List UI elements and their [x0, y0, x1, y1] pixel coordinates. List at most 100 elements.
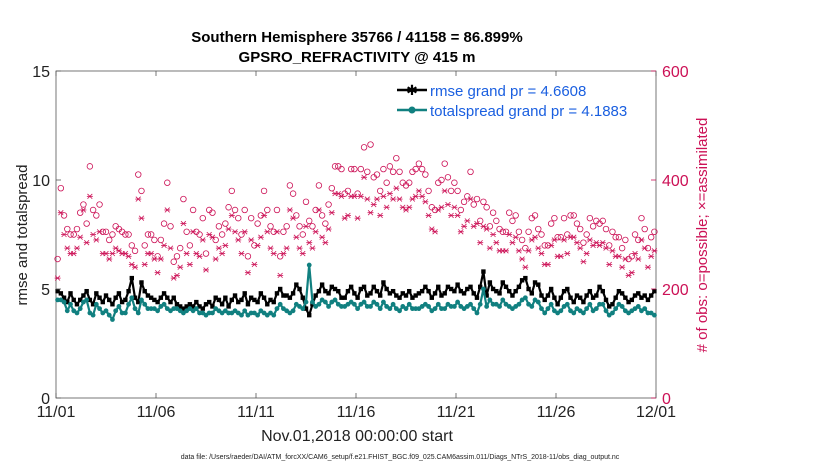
- obs-possible-point: [631, 231, 639, 238]
- obs-possible-point: [212, 236, 219, 244]
- obs-assimilated-point: [186, 261, 193, 268]
- obs-assimilated-point: [238, 250, 245, 257]
- y-axis-right: 0 200 400 600: [651, 64, 689, 408]
- spread-point: [587, 301, 593, 307]
- obs-possible-point: [460, 198, 468, 205]
- obs-assimilated-point: [573, 239, 580, 246]
- obs-possible-point: [228, 187, 236, 195]
- spread-point: [310, 299, 315, 305]
- obs-assimilated-point: [525, 248, 532, 254]
- obs-assimilated-point: [177, 264, 184, 270]
- obs-count-layer: [54, 141, 658, 281]
- obs-assimilated-point: [377, 212, 384, 219]
- rmse-point: [623, 295, 628, 300]
- spread-point: [61, 299, 67, 305]
- x-tick-label: 11/21: [437, 404, 476, 421]
- rmse-point: [632, 293, 638, 298]
- obs-assimilated-point: [135, 196, 142, 202]
- spread-point: [93, 301, 99, 307]
- rmse-point: [616, 288, 622, 294]
- obs-possible-point: [328, 184, 336, 192]
- chart-title: Southern Hemisphere 35766 / 41158 = 86.8…: [191, 29, 522, 46]
- rmse-point: [481, 269, 486, 274]
- spread-point: [361, 299, 367, 305]
- y-axis-right-label: # of obs: o=possible; ×=assimilated: [694, 118, 711, 353]
- obs-possible-point: [422, 171, 429, 178]
- obs-possible-point: [599, 217, 606, 225]
- spread-point: [84, 297, 90, 303]
- rmse-point: [77, 297, 83, 303]
- obs-possible-point: [167, 223, 174, 230]
- obs-assimilated-point: [86, 193, 93, 200]
- rmse-point: [223, 295, 228, 300]
- spread-point: [306, 262, 312, 268]
- obs-possible-point: [260, 187, 268, 195]
- spread-point: [300, 306, 306, 312]
- legend-rmse-label: rmse grand pr = 4.6608: [430, 83, 586, 100]
- rmse-point: [326, 291, 331, 296]
- rmse-point: [161, 291, 167, 296]
- spread-point: [242, 308, 248, 314]
- rmse-point: [529, 291, 535, 296]
- obs-possible-point: [441, 160, 448, 167]
- obs-possible-point: [322, 220, 329, 227]
- obs-possible-point: [354, 190, 361, 197]
- obs-possible-point: [557, 234, 565, 241]
- spread-point: [451, 304, 457, 309]
- spread-point: [139, 297, 144, 303]
- obs-assimilated-point: [561, 237, 568, 243]
- obs-assimilated-point: [64, 245, 71, 251]
- obs-possible-point: [160, 220, 168, 227]
- rmse-point: [187, 302, 193, 307]
- spread-point: [116, 304, 122, 309]
- obs-assimilated-point: [286, 207, 293, 213]
- obs-possible-point: [580, 239, 587, 246]
- obs-assimilated-point: [109, 250, 116, 257]
- rmse-point: [423, 284, 428, 290]
- rmse-point: [181, 306, 186, 311]
- obs-possible-point: [283, 223, 290, 230]
- obs-assimilated-point: [570, 234, 577, 240]
- spread-point: [600, 301, 606, 307]
- spread-point: [103, 308, 109, 314]
- obs-possible-point: [554, 234, 561, 241]
- obs-assimilated-point: [357, 193, 364, 200]
- obs-assimilated-point: [351, 193, 358, 200]
- obs-possible-point: [457, 206, 465, 214]
- spread-point: [558, 308, 564, 314]
- obs-assimilated-point: [312, 229, 319, 235]
- obs-assimilated-point: [167, 245, 174, 251]
- rmse-point: [484, 293, 489, 298]
- obs-assimilated-point: [486, 245, 493, 251]
- rmse-point: [255, 299, 260, 305]
- y-axis-left: 0 5 10 15: [32, 64, 61, 408]
- rmse-point: [419, 288, 425, 294]
- obs-possible-point: [602, 225, 610, 233]
- spread-point: [522, 295, 528, 301]
- rmse-point: [452, 288, 457, 294]
- obs-possible-point: [196, 231, 203, 238]
- spread-point: [474, 310, 480, 316]
- spread-point: [642, 306, 648, 312]
- obs-possible-point: [570, 212, 577, 219]
- rmse-point: [410, 295, 415, 300]
- rmse-point: [587, 288, 593, 294]
- obs-assimilated-point: [361, 174, 368, 180]
- obs-possible-point: [202, 250, 210, 257]
- obs-possible-point: [293, 212, 300, 219]
- obs-assimilated-point: [386, 190, 393, 197]
- obs-possible-point: [576, 225, 584, 233]
- rmse-point: [148, 295, 154, 300]
- obs-possible-point: [296, 223, 303, 230]
- obs-possible-point: [522, 244, 529, 252]
- obs-assimilated-point: [638, 237, 645, 243]
- obs-possible-point: [606, 242, 613, 249]
- obs-possible-point: [551, 214, 558, 222]
- obs-assimilated-point: [454, 212, 461, 219]
- obs-assimilated-point: [444, 201, 451, 208]
- obs-possible-point: [547, 220, 555, 227]
- spread-point: [142, 301, 148, 307]
- obs-assimilated-point: [222, 242, 229, 249]
- obs-assimilated-point: [183, 250, 190, 257]
